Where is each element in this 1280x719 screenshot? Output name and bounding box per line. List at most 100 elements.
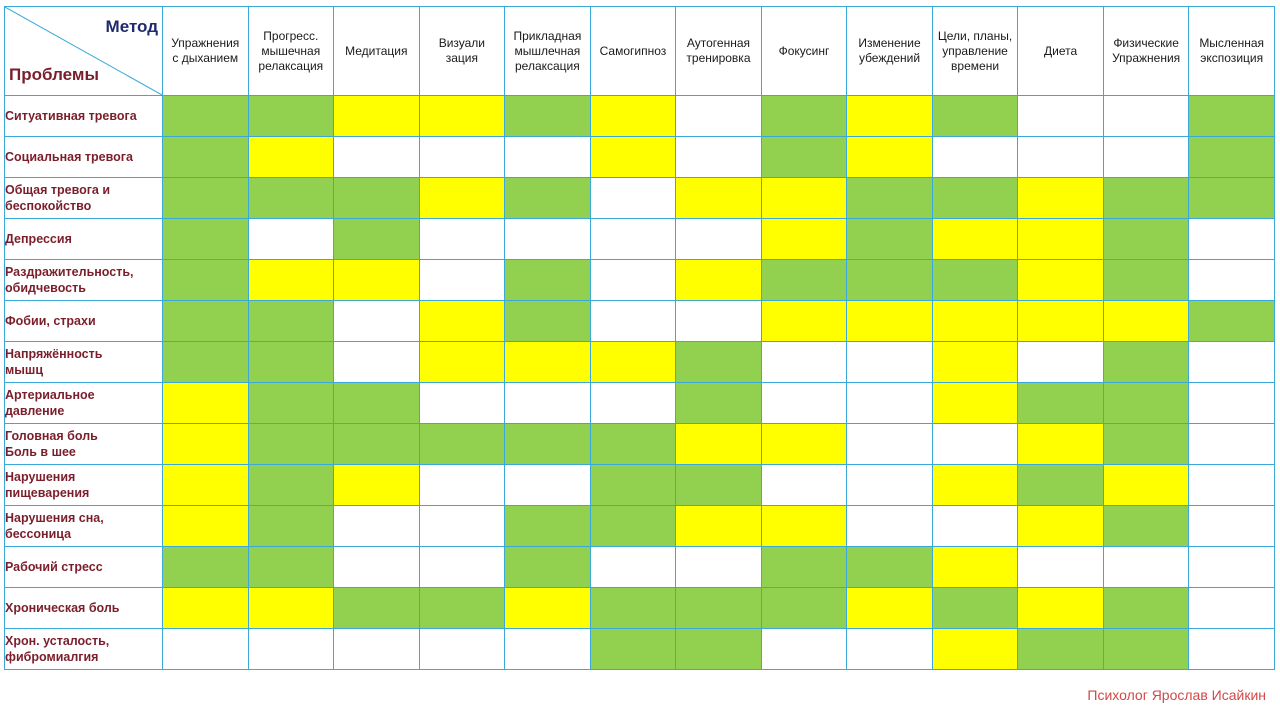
- rating-cell: [1017, 300, 1104, 342]
- rating-cell: [504, 136, 591, 178]
- rating-cell: [1102, 177, 1190, 219]
- rating-cell: [675, 505, 762, 547]
- rating-cell: [333, 505, 420, 547]
- table-row: Раздражительность, обидчевость: [4, 259, 1275, 301]
- rating-cell: [675, 95, 762, 137]
- rating-cell: [931, 423, 1019, 465]
- rating-cell: [675, 341, 762, 383]
- rating-cell: [846, 628, 933, 670]
- rating-cell: [504, 382, 591, 424]
- table-row: Нарушения сна, бессоница: [4, 505, 1275, 547]
- rating-cell: [589, 95, 677, 137]
- rating-cell: [247, 300, 335, 342]
- rating-cell: [931, 505, 1019, 547]
- rating-cell: [1188, 300, 1275, 342]
- rating-cell: [589, 177, 677, 219]
- rating-cell: [247, 136, 335, 178]
- rating-cell: [931, 341, 1019, 383]
- rating-cell: [504, 464, 591, 506]
- rating-cell: [1017, 505, 1104, 547]
- rating-cell: [1017, 587, 1104, 629]
- rating-cell: [504, 95, 591, 137]
- rating-cell: [162, 587, 249, 629]
- problem-label: Хроническая боль: [4, 587, 163, 629]
- rating-cell: [1188, 546, 1275, 588]
- rating-cell: [760, 546, 848, 588]
- method-header: Диета: [1017, 6, 1104, 96]
- rating-cell: [675, 300, 762, 342]
- rating-cell: [1017, 628, 1104, 670]
- rating-cell: [589, 300, 677, 342]
- rating-cell: [247, 546, 335, 588]
- problem-label: Рабочий стресс: [4, 546, 163, 588]
- rating-cell: [1102, 587, 1190, 629]
- problem-label: Фобии, страхи: [4, 300, 163, 342]
- rating-cell: [1188, 136, 1275, 178]
- rating-cell: [333, 300, 420, 342]
- rating-cell: [760, 423, 848, 465]
- method-header: Изменение убеждений: [846, 6, 933, 96]
- rating-cell: [1102, 505, 1190, 547]
- problem-label: Социальная тревога: [4, 136, 163, 178]
- rating-cell: [247, 95, 335, 137]
- rating-cell: [1188, 587, 1275, 629]
- rating-cell: [931, 587, 1019, 629]
- rating-cell: [760, 587, 848, 629]
- rating-cell: [760, 95, 848, 137]
- rating-cell: [247, 177, 335, 219]
- rating-cell: [931, 628, 1019, 670]
- rating-cell: [589, 423, 677, 465]
- rating-cell: [760, 505, 848, 547]
- rating-cell: [162, 259, 249, 301]
- rating-cell: [760, 382, 848, 424]
- rating-cell: [931, 382, 1019, 424]
- rating-cell: [162, 423, 249, 465]
- method-header: Фокусинг: [760, 6, 848, 96]
- rating-cell: [675, 546, 762, 588]
- rating-cell: [162, 341, 249, 383]
- rating-cell: [1188, 464, 1275, 506]
- rating-cell: [1102, 423, 1190, 465]
- method-header: Прикладная мышлечная релаксация: [504, 6, 591, 96]
- rating-cell: [1188, 628, 1275, 670]
- rating-cell: [418, 382, 506, 424]
- rating-cell: [1017, 423, 1104, 465]
- rating-cell: [247, 259, 335, 301]
- method-header: Физические Упражнения: [1102, 6, 1190, 96]
- rating-cell: [504, 587, 591, 629]
- rating-cell: [931, 546, 1019, 588]
- corner-method-label: Метод: [105, 17, 158, 36]
- rating-cell: [333, 423, 420, 465]
- rating-cell: [333, 587, 420, 629]
- rating-cell: [418, 628, 506, 670]
- rating-cell: [1188, 341, 1275, 383]
- rating-cell: [931, 464, 1019, 506]
- table-row: Напряжённость мышц: [4, 341, 1275, 383]
- rating-cell: [1017, 382, 1104, 424]
- rating-cell: [931, 177, 1019, 219]
- table-row: Артериальное давление: [4, 382, 1275, 424]
- rating-cell: [846, 177, 933, 219]
- rating-cell: [931, 218, 1019, 260]
- rating-cell: [1102, 136, 1190, 178]
- method-header: Мысленная экспозиция: [1188, 6, 1275, 96]
- rating-cell: [589, 628, 677, 670]
- rating-cell: [504, 628, 591, 670]
- rating-cell: [162, 505, 249, 547]
- problem-label: Артериальное давление: [4, 382, 163, 424]
- rating-cell: [162, 218, 249, 260]
- rating-cell: [162, 382, 249, 424]
- rating-cell: [760, 628, 848, 670]
- rating-cell: [1188, 259, 1275, 301]
- rating-cell: [1102, 259, 1190, 301]
- rating-cell: [760, 300, 848, 342]
- rating-cell: [418, 300, 506, 342]
- rating-cell: [504, 259, 591, 301]
- rating-cell: [418, 464, 506, 506]
- rating-cell: [247, 505, 335, 547]
- table-row: Ситуативная тревога: [4, 95, 1275, 137]
- rating-cell: [1188, 382, 1275, 424]
- rating-cell: [1102, 382, 1190, 424]
- rating-cell: [333, 382, 420, 424]
- rating-cell: [846, 587, 933, 629]
